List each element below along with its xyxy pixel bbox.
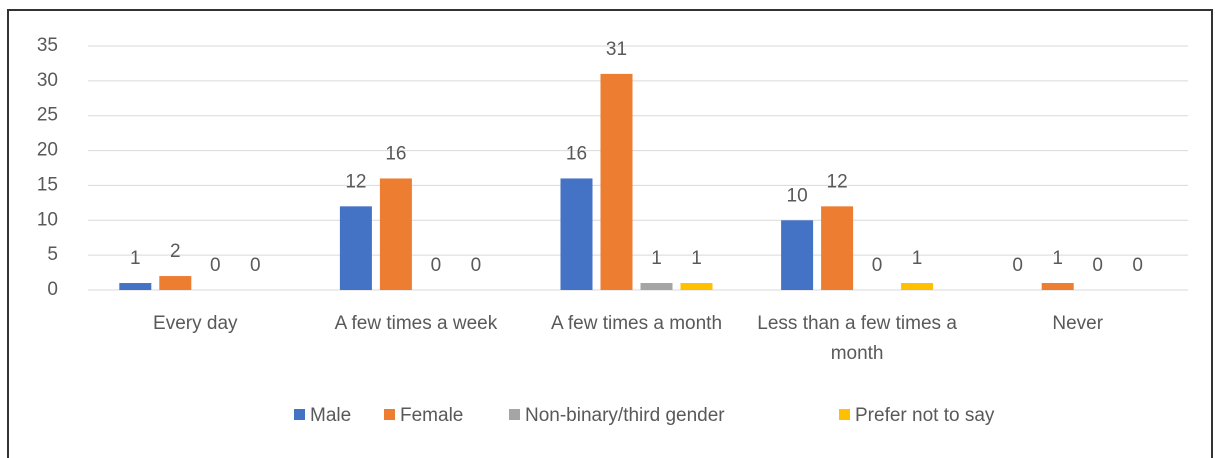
data-label: 16 xyxy=(385,143,406,164)
bar xyxy=(901,283,934,290)
data-label: 1 xyxy=(691,248,702,269)
bar xyxy=(379,178,412,290)
data-label: 16 xyxy=(566,143,587,164)
y-tick-label: 25 xyxy=(37,105,58,126)
x-tick-label: Less than a few times a month xyxy=(757,313,957,364)
y-tick-label: 35 xyxy=(37,35,58,56)
data-label: 0 xyxy=(872,255,883,276)
y-tick-label: 10 xyxy=(37,209,58,230)
legend-swatch xyxy=(839,409,850,420)
data-label: 31 xyxy=(606,39,627,60)
x-tick-label: A few times a month xyxy=(550,313,723,334)
x-tick-label: Every day xyxy=(153,313,238,334)
data-label: 0 xyxy=(471,255,482,276)
y-tick-label: 30 xyxy=(37,70,58,91)
x-tick-label: Never xyxy=(1052,313,1104,334)
legend-label: Prefer not to say xyxy=(855,405,995,426)
bar xyxy=(119,283,152,290)
data-label: 0 xyxy=(431,255,442,276)
bar xyxy=(680,283,713,290)
data-label: 0 xyxy=(1012,255,1023,276)
data-label: 2 xyxy=(170,241,181,262)
bar xyxy=(600,73,633,290)
bar xyxy=(339,206,372,290)
y-tick-label: 15 xyxy=(37,174,58,195)
data-label: 10 xyxy=(787,185,808,206)
bar xyxy=(781,220,814,290)
y-tick-label: 0 xyxy=(47,279,58,300)
legend-swatch xyxy=(509,409,520,420)
x-tick-label-box: A few times a week xyxy=(334,313,498,334)
data-label: 0 xyxy=(1092,255,1103,276)
data-label: 12 xyxy=(827,171,848,192)
x-tick-label-box: Never xyxy=(1052,313,1104,334)
bar xyxy=(159,276,192,290)
data-label: 12 xyxy=(345,171,366,192)
legend-label: Male xyxy=(310,405,351,426)
data-label: 0 xyxy=(1132,255,1143,276)
data-label: 1 xyxy=(651,248,662,269)
bar xyxy=(560,178,593,290)
bar xyxy=(1041,283,1074,290)
legend-swatch xyxy=(384,409,395,420)
bar xyxy=(640,283,673,290)
legend-swatch xyxy=(294,409,305,420)
data-label: 1 xyxy=(912,248,923,269)
data-label: 0 xyxy=(250,255,261,276)
data-label: 1 xyxy=(130,248,141,269)
x-tick-label-box: Less than a few times a month xyxy=(757,313,957,364)
legend-label: Female xyxy=(400,405,463,426)
x-tick-label-box: Every day xyxy=(153,313,238,334)
x-tick-label-box: A few times a month xyxy=(550,313,723,334)
data-label: 1 xyxy=(1052,248,1063,269)
legend-label: Non-binary/third gender xyxy=(525,405,725,426)
x-tick-label: A few times a week xyxy=(334,313,498,334)
data-label: 0 xyxy=(210,255,221,276)
bar xyxy=(821,206,854,290)
y-tick-label: 20 xyxy=(37,140,58,161)
y-tick-label: 5 xyxy=(47,244,58,265)
